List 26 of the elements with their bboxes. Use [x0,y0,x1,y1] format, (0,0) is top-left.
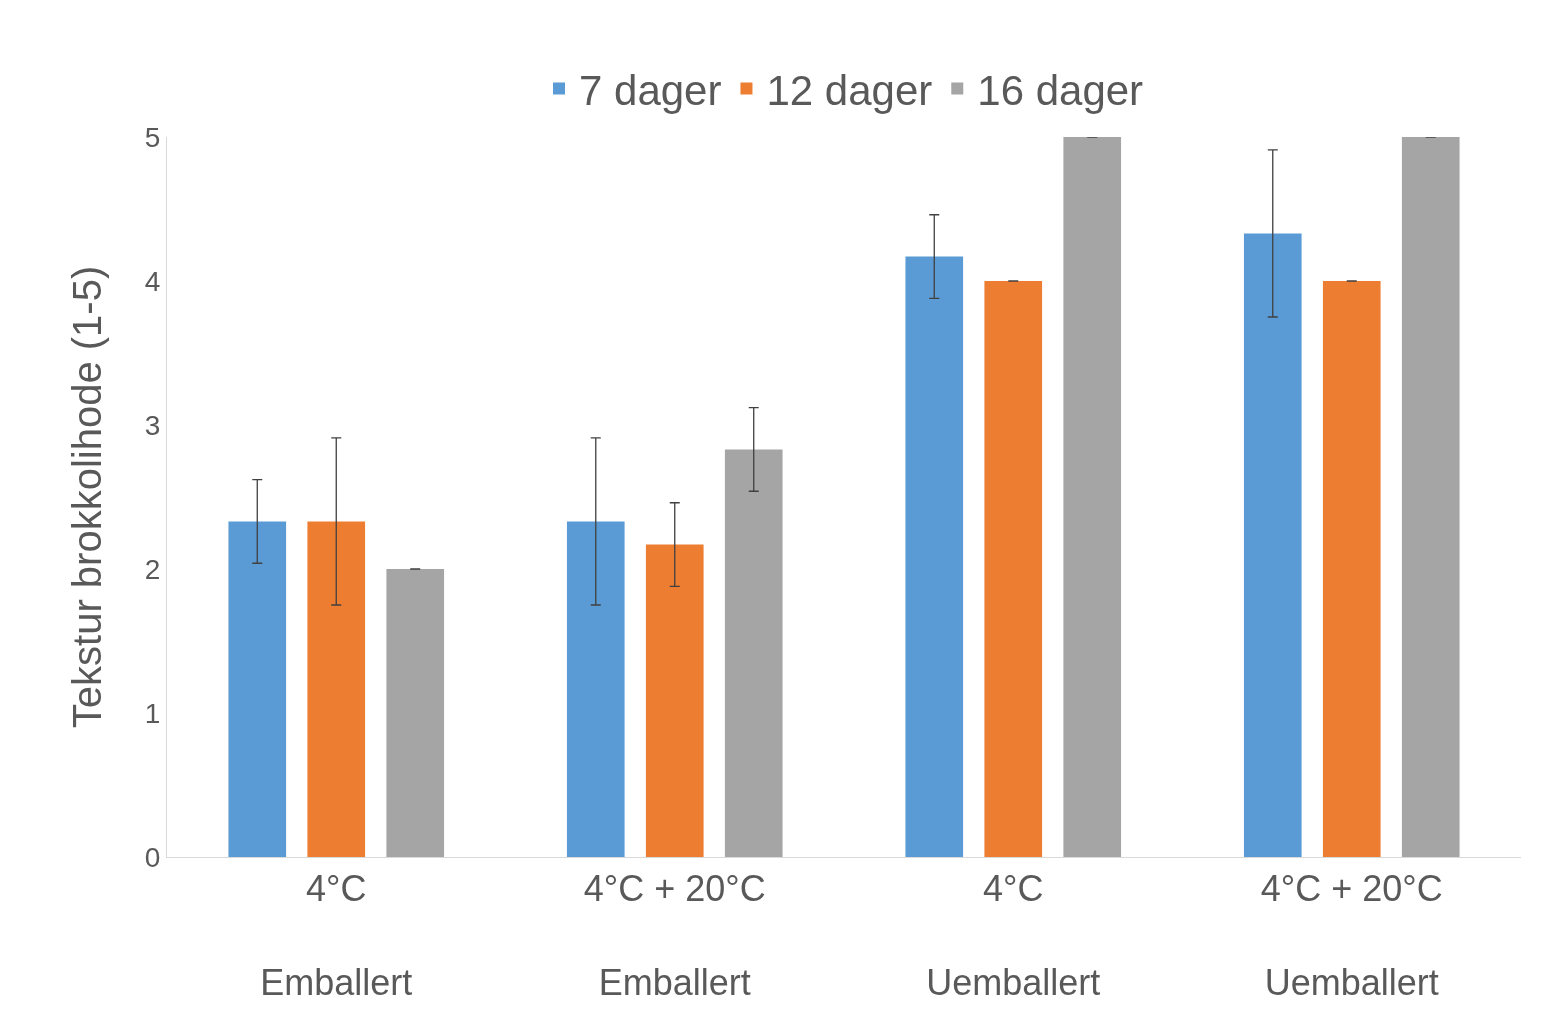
y-tick-label: 1 [144,697,161,729]
category-label: 4°C + 20°C Uemballert [1260,868,1443,1003]
bar [724,449,783,857]
y-tick-label: 4 [144,265,161,297]
category-label: 4°C Emballert [260,868,413,1003]
category-label: 4°C + 20°C Emballert [583,868,766,1003]
bar [566,521,625,857]
category-label: 4°C Uemballert [926,868,1101,1003]
bar [645,544,704,857]
bar [1243,233,1302,857]
bar [905,256,964,857]
bar [386,569,445,857]
bar [1063,137,1122,857]
bar [307,521,366,857]
legend-label: 7 dager [579,66,722,114]
y-tick-label: 5 [144,121,161,153]
legend-label: 12 dager [766,66,933,114]
y-tick-label: 2 [144,553,161,585]
bar [1322,281,1381,857]
y-axis-title: Tekstur brokkolihode (1-5) [65,265,110,729]
y-tick-label: 3 [144,409,161,441]
y-tick-label: 0 [144,841,161,873]
bar [1401,137,1460,857]
bar [984,281,1043,857]
bar [228,521,287,857]
legend-label: 16 dager [977,66,1144,114]
